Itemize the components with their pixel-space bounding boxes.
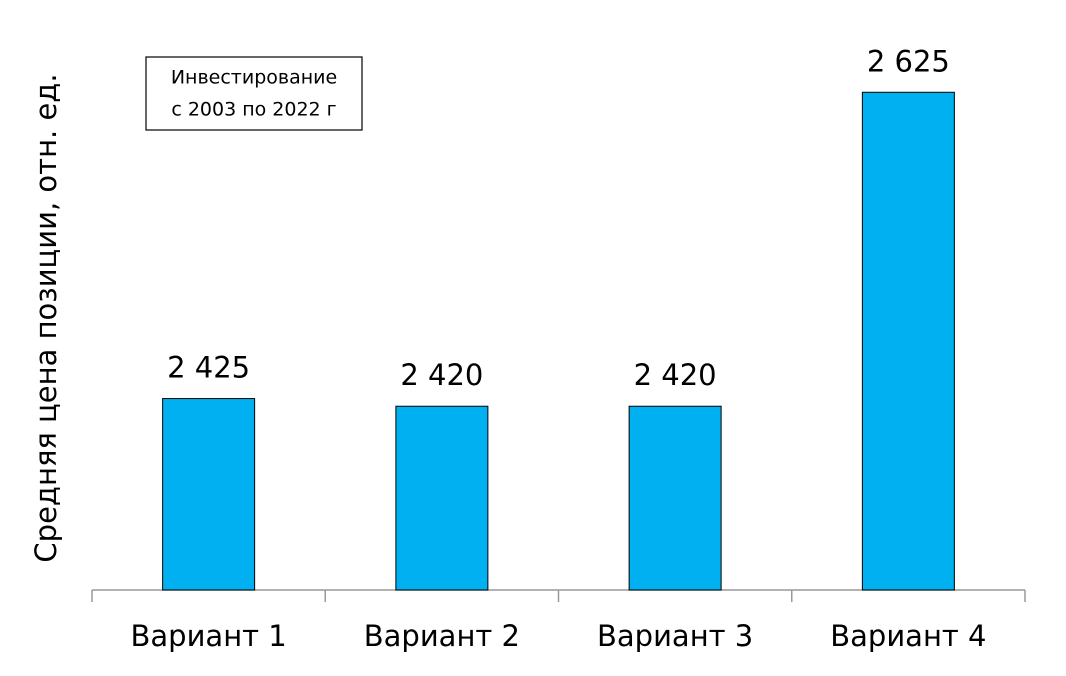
bar — [162, 398, 256, 591]
x-tick-label: Вариант 1 — [131, 619, 287, 653]
value-label: 2 625 — [867, 44, 950, 78]
value-label: 2 420 — [400, 358, 483, 392]
bar — [628, 405, 722, 591]
annotation-box — [145, 56, 363, 131]
bar — [861, 91, 955, 591]
value-label: 2 425 — [167, 351, 250, 385]
annotation-line: Инвестирование — [171, 67, 337, 89]
bar — [395, 405, 489, 591]
value-label: 2 420 — [634, 358, 717, 392]
x-tick-label: Вариант 4 — [830, 619, 986, 653]
annotation-line: с 2003 по 2022 г — [171, 99, 336, 121]
x-tick-label: Вариант 3 — [597, 619, 753, 653]
x-tick-label: Вариант 2 — [364, 619, 520, 653]
y-axis-label: Средняя цена позиции, отн. ед. — [29, 73, 63, 562]
